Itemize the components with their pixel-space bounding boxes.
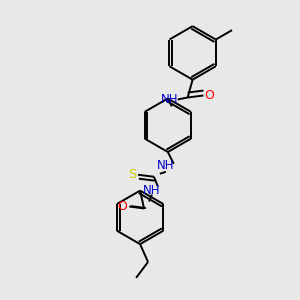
- Text: NH: NH: [157, 159, 175, 172]
- Text: NH: NH: [161, 93, 178, 106]
- Text: O: O: [205, 89, 214, 102]
- Text: NH: NH: [143, 184, 161, 197]
- Text: O: O: [117, 200, 127, 213]
- Text: S: S: [128, 168, 136, 181]
